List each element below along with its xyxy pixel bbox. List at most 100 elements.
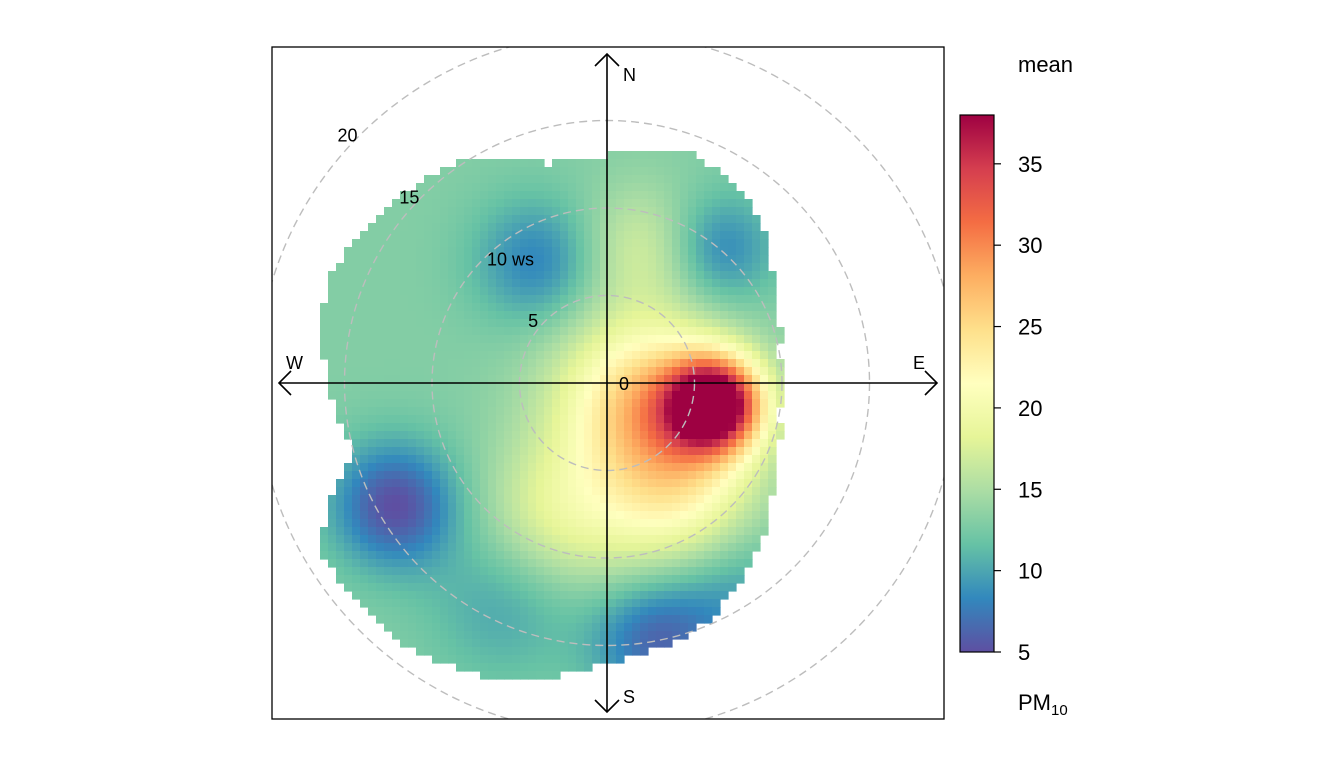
heat-cell	[680, 231, 689, 240]
heat-cell	[504, 359, 513, 368]
heat-cell	[472, 503, 481, 512]
heat-cell	[480, 367, 489, 376]
heat-cell	[368, 319, 377, 328]
heat-cell	[416, 295, 425, 304]
heat-cell	[520, 639, 529, 648]
heat-cell	[392, 607, 401, 616]
heat-cell	[512, 263, 521, 272]
heat-cell	[384, 215, 393, 224]
heat-cell	[736, 295, 745, 304]
heat-cell	[656, 335, 665, 344]
heat-cell	[736, 503, 745, 512]
heat-cell	[472, 535, 481, 544]
heat-cell	[672, 351, 681, 360]
heat-cell	[472, 247, 481, 256]
heat-cell	[472, 455, 481, 464]
heat-cell	[560, 175, 569, 184]
heat-cell	[320, 303, 329, 312]
heat-cell	[424, 239, 433, 248]
heat-cell	[712, 423, 721, 432]
heat-cell	[520, 439, 529, 448]
heat-cell	[656, 471, 665, 480]
heat-cell	[400, 343, 409, 352]
heat-cell	[704, 271, 713, 280]
heat-cell	[584, 295, 593, 304]
heat-cell	[584, 247, 593, 256]
heat-cell	[496, 255, 505, 264]
heat-cell	[584, 567, 593, 576]
heat-cell	[632, 567, 641, 576]
heat-cell	[760, 351, 769, 360]
heat-cell	[656, 191, 665, 200]
heat-cell	[656, 567, 665, 576]
heat-cell	[624, 615, 633, 624]
heat-cell	[488, 287, 497, 296]
heat-cell	[400, 375, 409, 384]
heat-cell	[584, 463, 593, 472]
heat-cell	[728, 439, 737, 448]
heat-cell	[632, 367, 641, 376]
heat-cell	[528, 535, 537, 544]
heat-cell	[584, 375, 593, 384]
heat-cell	[616, 519, 625, 528]
heat-cell	[480, 583, 489, 592]
heat-cell	[712, 543, 721, 552]
heat-cell	[744, 447, 753, 456]
heat-cell	[520, 615, 529, 624]
heat-cell	[512, 359, 521, 368]
heat-cell	[744, 503, 753, 512]
heat-cell	[440, 239, 449, 248]
heat-cell	[656, 639, 665, 648]
heat-cell	[544, 383, 553, 392]
heat-cell	[648, 255, 657, 264]
heat-cell	[480, 479, 489, 488]
heat-cell	[664, 199, 673, 208]
heat-cell	[488, 167, 497, 176]
heat-cell	[664, 479, 673, 488]
heat-cell	[648, 415, 657, 424]
heat-cell	[728, 199, 737, 208]
heat-cell	[576, 447, 585, 456]
heat-cell	[392, 503, 401, 512]
heat-cell	[376, 223, 385, 232]
heat-cell	[440, 511, 449, 520]
heat-cell	[728, 215, 737, 224]
heat-cell	[528, 599, 537, 608]
heat-cell	[480, 279, 489, 288]
heat-cell	[616, 351, 625, 360]
heat-cell	[608, 343, 617, 352]
heat-cell	[568, 375, 577, 384]
heat-cell	[600, 167, 609, 176]
heat-cell	[544, 431, 553, 440]
heat-cell	[384, 207, 393, 216]
heat-cell	[512, 239, 521, 248]
heat-cell	[480, 535, 489, 544]
heat-cell	[568, 351, 577, 360]
heat-cell	[456, 183, 465, 192]
heat-cell	[656, 159, 665, 168]
heat-cell	[760, 367, 769, 376]
heat-cell	[392, 327, 401, 336]
heat-cell	[352, 255, 361, 264]
heat-cell	[616, 367, 625, 376]
heat-cell	[456, 503, 465, 512]
heat-cell	[416, 591, 425, 600]
heat-cell	[680, 367, 689, 376]
heat-cell	[360, 503, 369, 512]
heat-cell	[728, 503, 737, 512]
heat-cell	[496, 391, 505, 400]
heat-cell	[448, 423, 457, 432]
heat-cell	[504, 431, 513, 440]
heat-cell	[552, 167, 561, 176]
heat-cell	[672, 167, 681, 176]
heat-cell	[616, 423, 625, 432]
heat-cell	[584, 495, 593, 504]
heat-cell	[560, 535, 569, 544]
heat-cell	[664, 359, 673, 368]
heat-cell	[744, 519, 753, 528]
heat-cell	[512, 415, 521, 424]
heat-cell	[568, 199, 577, 208]
heat-cell	[680, 455, 689, 464]
heat-cell	[744, 199, 753, 208]
heat-cell	[680, 567, 689, 576]
